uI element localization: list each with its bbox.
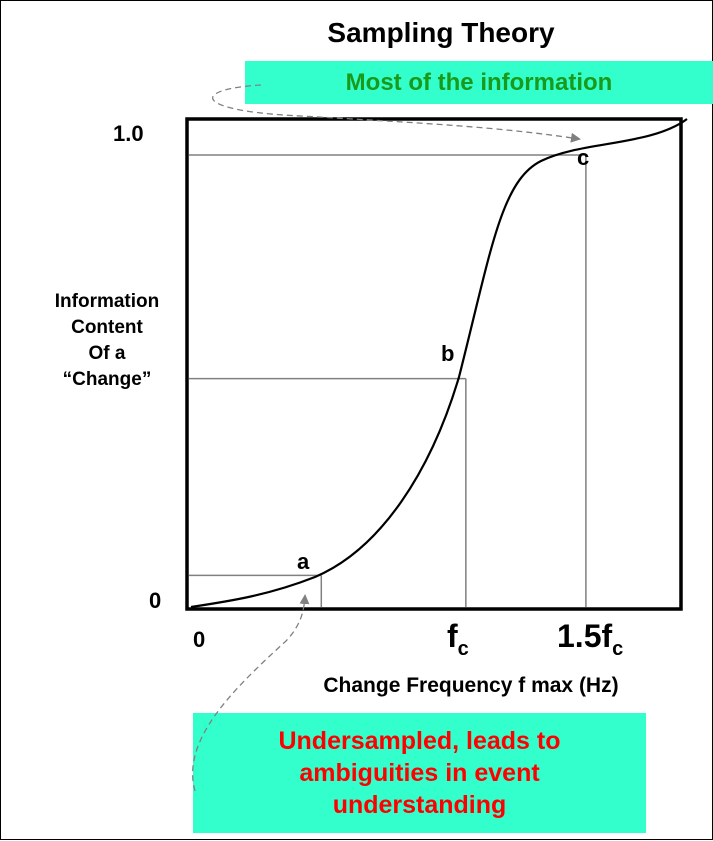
- point-label-b: b: [441, 341, 454, 366]
- undersampled-callout: Undersampled, leads to ambiguities in ev…: [193, 713, 646, 833]
- undersampled-callout-line: Undersampled, leads to: [278, 727, 561, 755]
- slide-title: Sampling Theory: [327, 17, 555, 48]
- information-curve: [190, 118, 688, 609]
- y-axis-label-line: Information: [54, 291, 160, 312]
- x-tick-zero: 0: [193, 627, 205, 652]
- plot-frame: [185, 117, 683, 611]
- dashed-arrow-to-point-c: [212, 84, 581, 143]
- y-axis-label-line: Content: [71, 317, 143, 338]
- y-axis-label-line: Of a: [88, 343, 126, 364]
- y-tick-bottom: 0: [149, 588, 161, 613]
- undersampled-callout-line: understanding: [332, 791, 507, 819]
- x-tick-1-5fc: 1.5fc: [557, 618, 623, 660]
- top-callout-background: [245, 61, 713, 104]
- x-axis-label: Change Frequency f max (Hz): [323, 674, 619, 697]
- y-axis-label-line: “Change”: [62, 369, 152, 390]
- most-information-callout: Most of the information: [345, 68, 613, 96]
- y-axis-label: Information Content Of a “Change”: [9, 289, 205, 393]
- x-tick-fc: fc: [447, 618, 469, 660]
- bottom-callout-background: [193, 713, 646, 833]
- dashed-arrow-to-point-a: [192, 594, 310, 792]
- undersampled-callout-line: ambiguities in event: [299, 759, 540, 787]
- y-tick-top: 1.0: [113, 121, 144, 146]
- point-label-a: a: [297, 549, 310, 574]
- point-label-c: c: [577, 145, 589, 170]
